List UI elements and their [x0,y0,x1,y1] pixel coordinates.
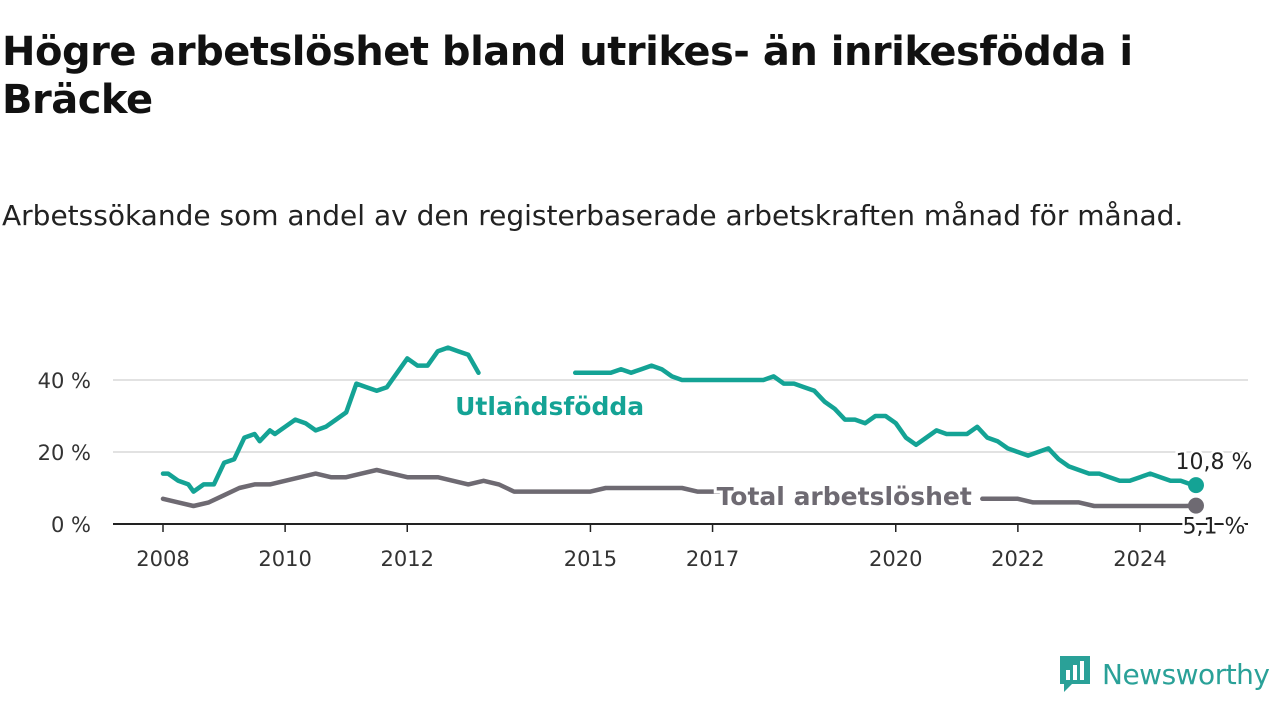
x-tick-label: 2015 [564,547,617,571]
series-lines [160,345,1204,514]
series-line-foreign [160,345,1199,494]
x-tick-label: 2010 [258,547,311,571]
newsworthy-logo: Newsworthy [1058,654,1270,694]
newsworthy-logo-icon [1060,656,1090,692]
x-tick-label: 2017 [686,547,739,571]
series-label-foreign: Utlandsfödda [455,392,644,421]
y-tick-label: 40 % [38,369,91,393]
chart-title: Högre arbetslöshet bland utrikes- än inr… [2,29,1133,123]
brand-name: Newsworthy [1102,657,1270,691]
x-tick-label: 2020 [869,547,922,571]
y-tick-label: 20 % [38,441,91,465]
y-axis-ticks: 0 % 20 % 40 % [38,369,91,537]
end-point-total [1187,497,1204,514]
x-tick-label: 2012 [381,547,434,571]
x-tick-label: 2024 [1113,547,1166,571]
end-point-foreign [1187,477,1204,494]
series-line-total [160,467,1199,509]
chart-subtitle: Arbetssökande som andel av den registerb… [2,199,1184,232]
series-label-total: Total arbetslöshet [717,482,972,511]
line-chart: 0 % 20 % 40 % 2008 2010 2012 2015 2017 2020 2022… [38,345,1255,571]
end-value-label-total: 5,1 % [1183,515,1246,540]
x-tick-label: 2022 [991,547,1044,571]
series-labels: 5,1 % 10,8 % Utlandsfödda Total arbetslöshe… [452,389,1255,542]
y-tick-label: 0 % [51,513,91,537]
end-value-label-foreign: 10,8 % [1176,450,1253,475]
x-tick-label: 2008 [136,547,189,571]
x-axis-ticks: 2008 2010 2012 2015 2017 2020 2022 2024 [136,524,1167,571]
